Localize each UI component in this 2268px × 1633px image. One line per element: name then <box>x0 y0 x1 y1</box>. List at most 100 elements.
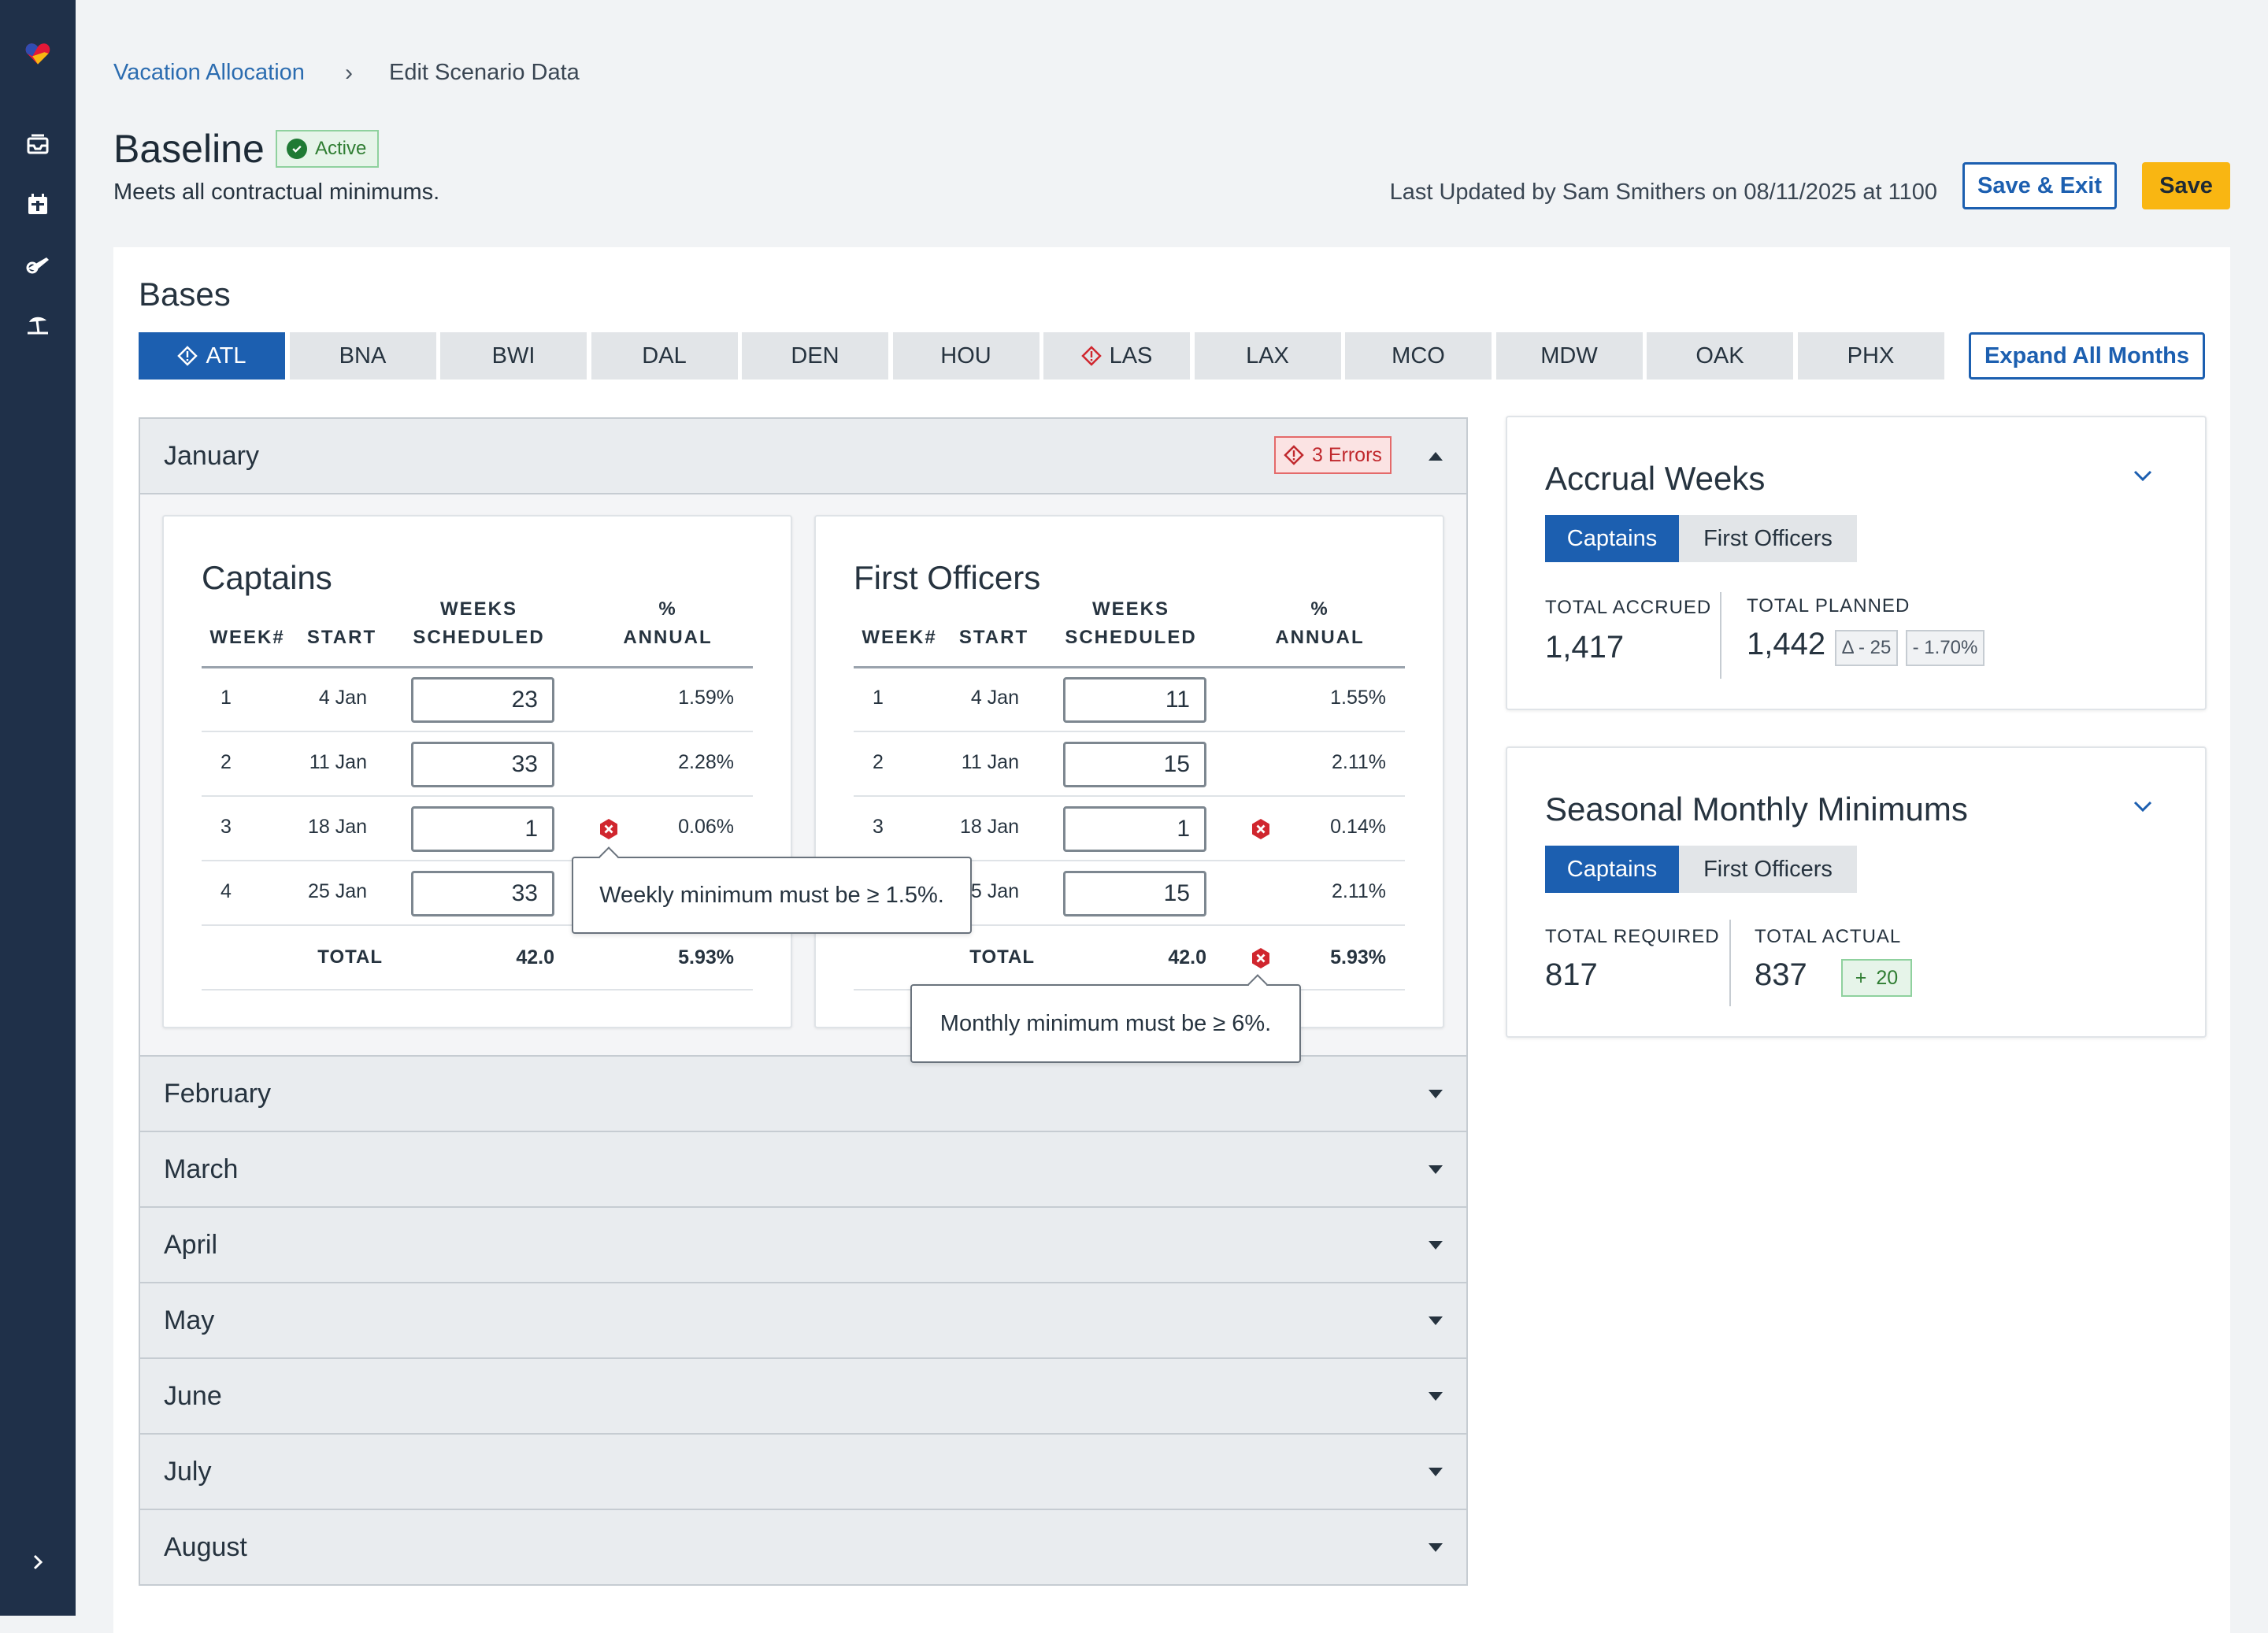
weeks-scheduled-input[interactable]: 33 <box>411 742 554 787</box>
total-scheduled: 42.0 <box>516 946 554 968</box>
weeks-scheduled-input[interactable]: 1 <box>1063 806 1206 852</box>
base-tab-dal[interactable]: DAL <box>591 332 738 380</box>
week-number: 1 <box>220 687 232 709</box>
base-tab-oak[interactable]: OAK <box>1647 332 1793 380</box>
warning-diamond-icon <box>1080 346 1102 366</box>
week-number: 3 <box>873 816 884 838</box>
base-tab-las[interactable]: LAS <box>1043 332 1190 380</box>
base-tab-label: MCO <box>1392 343 1445 368</box>
base-tab-hou[interactable]: HOU <box>892 332 1040 380</box>
collapsed-months: February March April May June July August <box>139 1057 1468 1586</box>
col-weeks-1: WEEKS <box>1091 598 1169 620</box>
week-number: 4 <box>220 880 232 902</box>
base-tab-mdw[interactable]: MDW <box>1495 332 1643 380</box>
expand-caret-icon[interactable] <box>1429 1316 1443 1325</box>
expand-all-months-button[interactable]: Expand All Months <box>1969 332 2205 380</box>
week-number: 3 <box>220 816 232 838</box>
base-tab-bwi[interactable]: BWI <box>440 332 587 380</box>
logo-heart-icon[interactable] <box>19 35 57 72</box>
header-rule <box>202 666 753 668</box>
weeks-scheduled-input[interactable]: 33 <box>411 871 554 916</box>
first-officers-total-row: TOTAL 42.0 5.93% <box>854 926 1405 991</box>
collapse-caret-icon[interactable] <box>1429 452 1443 461</box>
month-row-july[interactable]: July <box>139 1435 1468 1510</box>
status-badge: Active <box>276 130 380 168</box>
captains-title: Captains <box>202 559 332 596</box>
percent-annual: 0.14% <box>1330 816 1386 838</box>
weeks-scheduled-input[interactable]: 15 <box>1063 742 1206 787</box>
week-number: 1 <box>873 687 884 709</box>
month-header-january[interactable]: January 3 Errors <box>140 419 1466 494</box>
base-tab-den[interactable]: DEN <box>742 332 888 380</box>
inbox-icon[interactable] <box>19 126 57 164</box>
base-tab-atl[interactable]: ATL <box>139 332 285 380</box>
month-row-august[interactable]: August <box>139 1510 1468 1586</box>
total-accrued-value: 1,417 <box>1545 630 1625 665</box>
segment-captains[interactable]: Captains <box>1545 515 1679 562</box>
monthly-minimum-tooltip: Monthly minimum must be ≥ 6%. <box>910 974 1301 1063</box>
base-tab-label: BWI <box>491 343 536 368</box>
header-rule <box>854 666 1405 668</box>
month-title: April <box>164 1230 218 1260</box>
base-tab-label: BNA <box>339 343 387 368</box>
weeks-scheduled-input[interactable]: 11 <box>1063 677 1206 723</box>
start-date: 18 Jan <box>959 816 1019 838</box>
total-planned-label: TOTAL PLANNED <box>1747 595 1910 617</box>
month-row-february[interactable]: February <box>139 1057 1468 1132</box>
error-x-icon[interactable] <box>1249 817 1273 841</box>
month-row-june[interactable]: June <box>139 1359 1468 1435</box>
table-row: 1 4 Jan 11 1.55% <box>854 668 1405 732</box>
stat-divider <box>1720 592 1721 679</box>
expand-caret-icon[interactable] <box>1429 1241 1443 1250</box>
chevron-down-icon[interactable] <box>2133 469 2153 482</box>
month-row-april[interactable]: April <box>139 1208 1468 1283</box>
segment-first-officers[interactable]: First Officers <box>1679 515 1857 562</box>
chevron-down-icon[interactable] <box>2133 800 2153 813</box>
total-planned-value: 1,442 <box>1747 627 1826 661</box>
weeks-scheduled-input[interactable]: 15 <box>1063 871 1206 916</box>
check-icon <box>287 139 307 159</box>
error-x-icon[interactable] <box>597 817 621 841</box>
month-title: January <box>164 441 259 471</box>
expand-caret-icon[interactable] <box>1429 1543 1443 1552</box>
weeks-scheduled-input[interactable]: 23 <box>411 677 554 723</box>
segment-first-officers[interactable]: First Officers <box>1679 846 1857 893</box>
base-tab-label: ATL <box>206 343 246 368</box>
base-tab-label: LAX <box>1246 343 1289 368</box>
breadcrumb-vacation-allocation[interactable]: Vacation Allocation <box>113 60 305 85</box>
captains-table-card: Captains WEEK# START WEEKS SCHEDULED % A… <box>162 515 792 1028</box>
base-tab-label: DEN <box>791 343 839 368</box>
stat-divider <box>1729 920 1731 1006</box>
vacation-icon[interactable] <box>19 305 57 343</box>
first-officers-title: First Officers <box>854 559 1041 596</box>
base-tab-bna[interactable]: BNA <box>289 332 436 380</box>
base-tab-phx[interactable]: PHX <box>1797 332 1944 380</box>
expand-caret-icon[interactable] <box>1429 1165 1443 1174</box>
expand-caret-icon[interactable] <box>1429 1392 1443 1401</box>
month-row-may[interactable]: May <box>139 1283 1468 1359</box>
percent-annual: 2.11% <box>1331 751 1386 773</box>
base-tab-mco[interactable]: MCO <box>1345 332 1492 380</box>
table-row: 1 4 Jan 23 1.59% <box>202 668 753 732</box>
total-actual-label: TOTAL ACTUAL <box>1755 926 1902 947</box>
calendar-icon[interactable] <box>19 186 57 224</box>
weeks-scheduled-input[interactable]: 1 <box>411 806 554 852</box>
month-title: August <box>164 1532 247 1562</box>
base-tab-label: MDW <box>1540 343 1598 368</box>
save-and-exit-button[interactable]: Save & Exit <box>1962 162 2117 209</box>
error-x-icon[interactable] <box>1249 946 1273 970</box>
table-row: 4 25 Jan 33 <box>202 861 753 926</box>
plane-icon[interactable] <box>19 246 57 283</box>
base-tab-lax[interactable]: LAX <box>1194 332 1341 380</box>
month-row-march[interactable]: March <box>139 1132 1468 1208</box>
col-weeks-2: SCHEDULED <box>413 627 545 648</box>
table-row: 2 11 Jan 15 2.11% <box>854 732 1405 797</box>
segment-captains[interactable]: Captains <box>1545 846 1679 893</box>
base-tab-label: PHX <box>1847 343 1895 368</box>
page-title: Baseline <box>113 127 265 171</box>
save-button[interactable]: Save <box>2142 162 2230 209</box>
chevron-right-icon[interactable] <box>19 1543 57 1581</box>
expand-caret-icon[interactable] <box>1429 1090 1443 1098</box>
delta-percent-badge: - 1.70% <box>1906 630 1984 666</box>
expand-caret-icon[interactable] <box>1429 1468 1443 1476</box>
